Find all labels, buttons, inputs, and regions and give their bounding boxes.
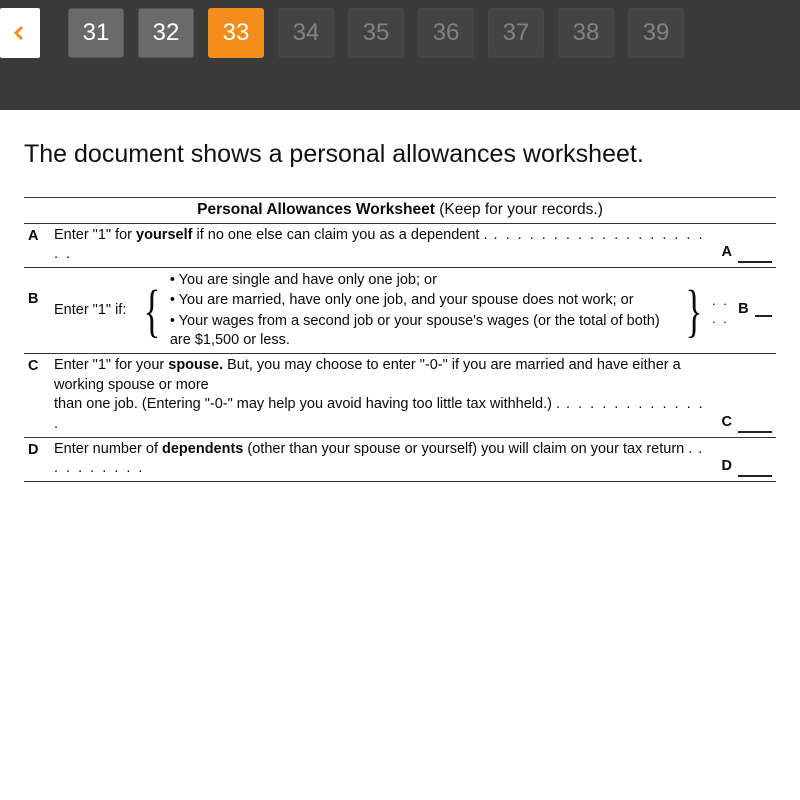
question-navbar: 31 32 33 34 35 36 37 38 39: [0, 0, 800, 110]
row-b-label: Enter "1" if:: [54, 301, 134, 321]
nav-item-31[interactable]: 31: [68, 8, 124, 58]
worksheet-row-d: D Enter number of dependents (other than…: [24, 438, 776, 481]
worksheet-row-b: B Enter "1" if: { • You are single and h…: [24, 268, 776, 354]
row-letter-c: C: [28, 356, 48, 434]
row-body-c: Enter "1" for your spouse. But, you may …: [48, 356, 712, 434]
nav-items: 31 32 33 34 35 36 37 38 39: [68, 8, 684, 58]
nav-item-37[interactable]: 37: [488, 8, 544, 58]
row-b-bullets: • You are single and have only one job; …: [170, 270, 676, 351]
brace-right-icon: }: [686, 285, 703, 337]
chevron-left-icon: [12, 25, 28, 41]
nav-item-33[interactable]: 33: [208, 8, 264, 58]
row-letter-d: D: [28, 440, 48, 479]
row-tail-a: A: [712, 226, 772, 265]
worksheet-title-bold: Personal Allowances Worksheet: [197, 201, 435, 218]
row-tail-b: . . . . B: [712, 270, 772, 351]
row-body-a: Enter "1" for yourself if no one else ca…: [48, 226, 712, 265]
row-b-bullet: • You are married, have only one job, an…: [170, 291, 676, 312]
row-body-d: Enter number of dependents (other than y…: [48, 440, 712, 479]
blank-b[interactable]: [755, 303, 772, 317]
row-b-bullet: • You are single and have only one job; …: [170, 270, 676, 291]
row-letter-a: A: [28, 226, 48, 265]
nav-item-39[interactable]: 39: [628, 8, 684, 58]
brace-left-icon: {: [144, 285, 161, 337]
blank-d[interactable]: [738, 463, 772, 477]
blank-a[interactable]: [738, 249, 772, 263]
worksheet-row-a: A Enter "1" for yourself if no one else …: [24, 224, 776, 268]
nav-item-35[interactable]: 35: [348, 8, 404, 58]
content-area: The document shows a personal allowances…: [0, 110, 800, 512]
worksheet-title-paren: (Keep for your records.): [435, 201, 603, 218]
worksheet-row-c: C Enter "1" for your spouse. But, you ma…: [24, 354, 776, 437]
row-tail-c: C: [712, 356, 772, 434]
worksheet-title: Personal Allowances Worksheet (Keep for …: [24, 198, 776, 224]
nav-item-38[interactable]: 38: [558, 8, 614, 58]
nav-back-button[interactable]: [0, 8, 40, 58]
row-letter-b: B: [28, 270, 48, 351]
nav-item-36[interactable]: 36: [418, 8, 474, 58]
blank-c[interactable]: [738, 419, 772, 433]
row-b-bullet: • Your wages from a second job or your s…: [170, 311, 676, 351]
row-tail-d: D: [712, 440, 772, 479]
allowances-worksheet: Personal Allowances Worksheet (Keep for …: [24, 197, 776, 482]
intro-text: The document shows a personal allowances…: [24, 140, 776, 169]
nav-item-34[interactable]: 34: [278, 8, 334, 58]
nav-item-32[interactable]: 32: [138, 8, 194, 58]
row-body-b: Enter "1" if: { • You are single and hav…: [48, 270, 712, 351]
